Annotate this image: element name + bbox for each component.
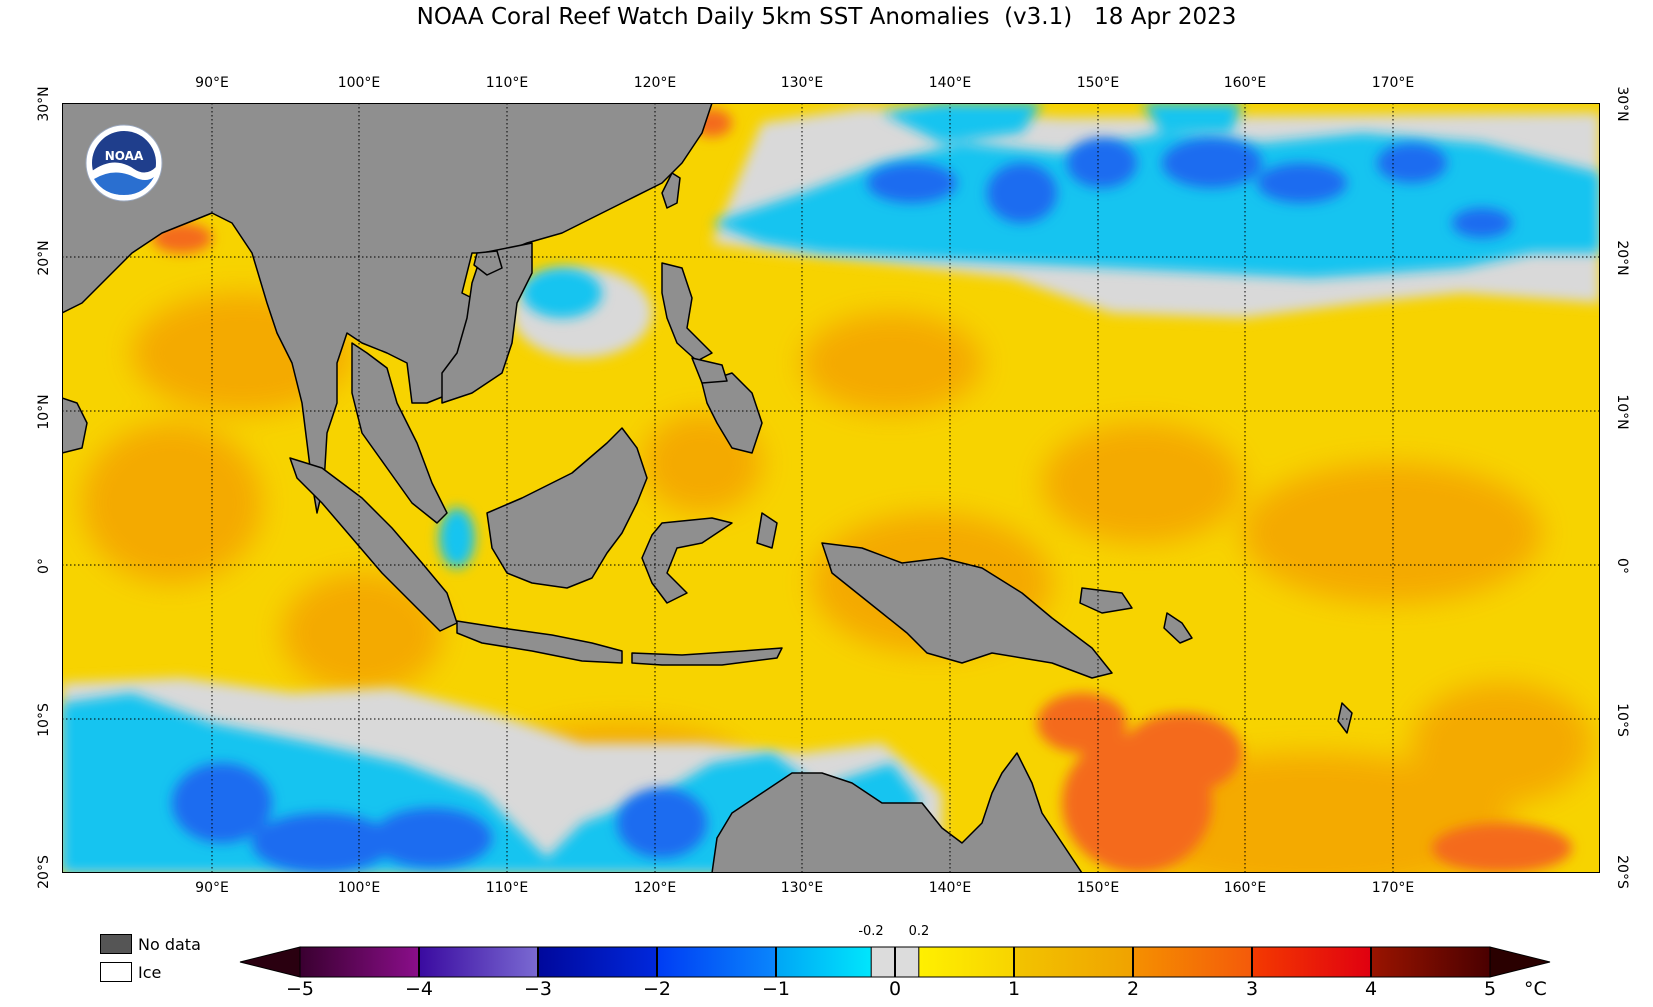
colorbar-segment <box>538 947 657 977</box>
noaa-logo-text: NOAA <box>105 149 144 163</box>
land-solomon-islands <box>1163 612 1193 644</box>
land-sri-lanka <box>62 397 88 454</box>
lon-label-bottom: 120°E <box>633 880 677 896</box>
colorbar-tick-label: 2 <box>1126 978 1140 1000</box>
lon-label-bottom: 110°E <box>485 880 529 896</box>
land-taiwan <box>661 172 681 209</box>
land-vanuatu <box>1337 702 1353 734</box>
graticule <box>62 103 1600 873</box>
lat-label-left: 10°S <box>36 703 52 737</box>
lat-label-left: 10°N <box>36 394 52 430</box>
land-new-guinea <box>821 542 1113 679</box>
colorbar-tick-label: −1 <box>761 978 791 1000</box>
land-indochina <box>441 242 533 404</box>
colorbar-segment <box>657 947 776 977</box>
land-australia <box>711 752 1083 873</box>
colorbar-under-arrow <box>239 946 301 978</box>
ice-swatch <box>100 962 132 982</box>
colorbar-tick-label: 4 <box>1364 978 1378 1000</box>
land-masses <box>62 103 1353 873</box>
lat-label-left: 0° <box>36 558 52 574</box>
no-data-swatch <box>100 934 132 954</box>
lat-label-right: 20°N <box>1614 240 1630 276</box>
lon-label-top: 140°E <box>928 75 972 91</box>
colorbar-segment <box>1371 947 1490 977</box>
no-data-label: No data <box>138 935 201 954</box>
colorbar-segment <box>419 947 538 977</box>
land-lesser-sunda <box>631 647 783 666</box>
land-halmahera <box>756 512 778 549</box>
lon-label-top: 90°E <box>195 75 229 91</box>
lat-label-right: 20°S <box>1614 855 1630 889</box>
land-philippines-visayas <box>691 357 728 384</box>
lon-label-bottom: 160°E <box>1223 880 1267 896</box>
colorbar-outline <box>299 946 1491 978</box>
land-new-britain <box>1079 587 1133 614</box>
hot-anomaly-areas <box>152 109 1572 873</box>
lat-label-left: 20°S <box>36 855 52 889</box>
lon-label-top: 100°E <box>337 75 381 91</box>
lon-label-top: 110°E <box>485 75 529 91</box>
lat-label-right: 10°S <box>1614 703 1630 737</box>
colorbar-tick-label: 1 <box>1007 978 1021 1000</box>
colorbar-segment <box>1252 947 1371 977</box>
colorbar-segment <box>1133 947 1252 977</box>
lat-label-right: 30°N <box>1614 86 1630 122</box>
land-sumatra <box>289 457 458 632</box>
lon-label-top: 170°E <box>1371 75 1415 91</box>
lon-label-top: 160°E <box>1223 75 1267 91</box>
lat-label-right: 0° <box>1614 558 1630 574</box>
colorbar-segment <box>918 947 1014 977</box>
land-borneo <box>486 427 648 589</box>
land-philippines-mindanao <box>701 372 763 454</box>
lat-label-left: 20°N <box>36 240 52 276</box>
colorbar-over-arrow <box>1489 946 1551 978</box>
ice-label: Ice <box>138 963 162 982</box>
lon-label-bottom: 100°E <box>337 880 381 896</box>
colorbar-tick-label: −2 <box>642 978 672 1000</box>
land-philippines-luzon <box>661 262 713 362</box>
colorbar-tick-label: 5 <box>1483 978 1497 1000</box>
lon-label-bottom: 150°E <box>1076 880 1120 896</box>
land-malay-peninsula <box>351 342 448 524</box>
lat-label-left: 30°N <box>36 86 52 122</box>
colorbar-tick-label: 0 <box>888 978 902 1000</box>
colorbar-small-tick-label: -0.2 <box>858 924 884 939</box>
lon-label-top: 120°E <box>633 75 677 91</box>
colorbar-segment <box>300 947 419 977</box>
lon-label-top: 130°E <box>780 75 824 91</box>
lat-label-right: 10°N <box>1614 394 1630 430</box>
land-sulawesi <box>641 517 733 604</box>
noaa-logo-icon: NOAA <box>85 124 163 202</box>
colorbar-unit: °C <box>1524 978 1547 1000</box>
colorbar-segment <box>1014 947 1133 977</box>
colorbar-segment <box>776 947 872 977</box>
cold-anomaly-areas <box>172 138 1512 873</box>
colorbar-tick-label: −3 <box>523 978 553 1000</box>
map-title: NOAA Coral Reef Watch Daily 5km SST Anom… <box>416 4 1237 30</box>
land-java <box>456 620 623 664</box>
lon-label-bottom: 90°E <box>195 880 229 896</box>
lon-label-bottom: 170°E <box>1371 880 1415 896</box>
land-asia-mainland <box>62 103 713 514</box>
colorbar-small-tick-label: 0.2 <box>908 924 930 939</box>
colorbar-tick-label: −5 <box>285 978 315 1000</box>
lon-label-bottom: 140°E <box>928 880 972 896</box>
colorbar-tick-label: 3 <box>1245 978 1259 1000</box>
sst-anomaly-map: NOAA <box>62 103 1600 873</box>
lon-label-top: 150°E <box>1076 75 1120 91</box>
colorbar-tick-label: −4 <box>404 978 434 1000</box>
lon-label-bottom: 130°E <box>780 880 824 896</box>
colorbar-segment <box>871 947 919 977</box>
